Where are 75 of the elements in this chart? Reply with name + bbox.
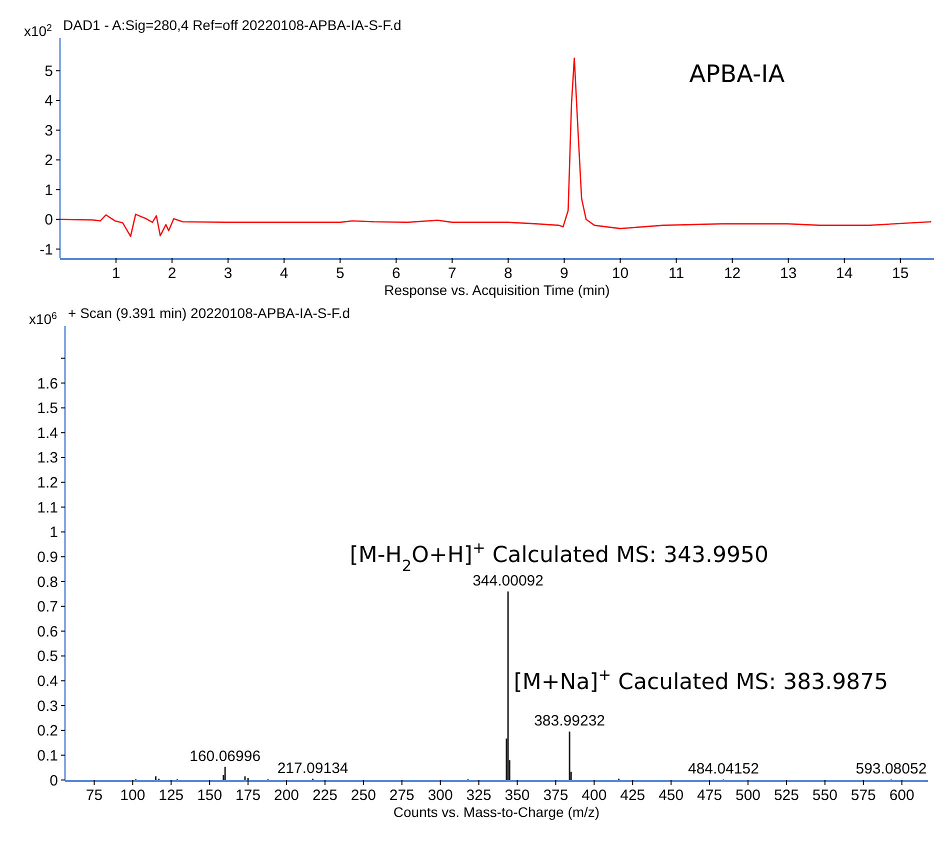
y-tick-label: 4 [44,92,53,110]
y-tick-label: 0.6 [37,623,58,640]
y-tick-label: 0.1 [37,747,58,764]
y-tick-label: 1.1 [37,499,58,516]
y-tick-label: 0.9 [37,548,58,566]
x-tick-label: 14 [836,265,853,282]
x-tick-label: 500 [736,787,761,804]
x-tick-label: 4 [280,265,288,282]
y-tick-label: 0.4 [37,673,58,690]
annotation: 484.04152 [688,760,759,778]
x-tick-label: 400 [582,787,607,804]
x-tick-label: 6 [392,265,400,282]
annotation: APBA-IA [689,60,786,88]
x-tick-label: 475 [697,787,722,804]
y-axis-title: x10$^{6}$ [28,310,58,327]
x-tick-label: 100 [120,787,146,804]
y-tick-label: 0 [50,772,58,790]
x-tick-label: 175 [236,787,261,804]
x-tick-label: 13 [780,265,797,282]
chart-title: + Scan (9.391 min) 20220108-APBA-IA-S-F.d [68,305,350,321]
y-tick-label: 1.4 [37,424,58,442]
x-tick-label: 1 [112,265,120,282]
y-tick-label: 0.8 [37,574,58,591]
x-axis-title: Response vs. Acquisition Time (min) [384,282,610,298]
x-tick-label: 125 [158,787,184,804]
y-tick-label: 0.3 [37,698,58,715]
annotation: [M+Na]$^{+}$ Caculated MS: 383.9875 [514,666,888,696]
y-tick-label: 2 [44,152,53,170]
y-tick-label: 1.6 [37,375,58,392]
x-tick-label: 200 [274,787,300,804]
x-tick-label: 300 [428,787,453,804]
x-tick-label: 525 [774,787,799,804]
x-tick-label: 8 [504,265,512,282]
y-tick-label: 0 [44,212,53,229]
x-tick-label: 450 [658,787,684,804]
x-axis-title: Counts vs. Mass-to-Charge (m/z) [393,804,600,820]
x-tick-label: 350 [504,787,530,804]
y-tick-label: 1.5 [37,400,58,418]
x-tick-label: 550 [812,787,838,804]
y-tick-label: 1 [44,182,53,199]
y-tick-label: 5 [44,62,53,80]
annotation: 160.06996 [190,748,261,765]
x-tick-label: 5 [336,265,344,282]
y-axis-title: x10$^{2}$ [24,22,52,39]
x-tick-label: 600 [889,787,914,804]
x-tick-label: 2 [168,265,176,282]
annotation: 383.99232 [534,712,606,730]
x-tick-label: 12 [724,265,741,282]
x-tick-label: 325 [466,787,492,804]
chart-title: DAD1 - A:Sig=280,4 Ref=off 20220108-APBA-IA-S-F.d [63,17,402,33]
y-tick-label: 0.2 [37,722,58,740]
x-tick-label: 375 [543,787,568,804]
x-tick-label: 7 [448,265,456,282]
x-tick-label: 425 [620,787,646,804]
y-tick-label: 0.5 [37,648,58,666]
x-tick-label: 225 [312,787,338,804]
x-tick-label: 150 [197,787,222,804]
x-tick-label: 11 [668,265,684,282]
y-tick-label: -1 [40,241,53,258]
annotation: 593.08052 [856,760,927,778]
y-tick-label: 3 [44,122,53,140]
x-tick-label: 3 [224,265,232,282]
x-tick-label: 275 [389,787,414,804]
x-tick-label: 75 [86,787,103,804]
x-tick-label: 15 [892,265,909,282]
y-tick-label: 1.2 [37,474,58,492]
y-tick-label: 1.3 [37,450,58,467]
annotation: 217.09134 [277,760,348,777]
y-tick-label: 1 [50,524,58,542]
line-series [59,58,932,237]
x-tick-label: 250 [350,787,376,804]
y-tick-label: 0.7 [37,598,58,616]
x-tick-label: 575 [850,787,876,804]
x-tick-label: 10 [612,265,629,282]
x-tick-label: 9 [560,265,568,282]
